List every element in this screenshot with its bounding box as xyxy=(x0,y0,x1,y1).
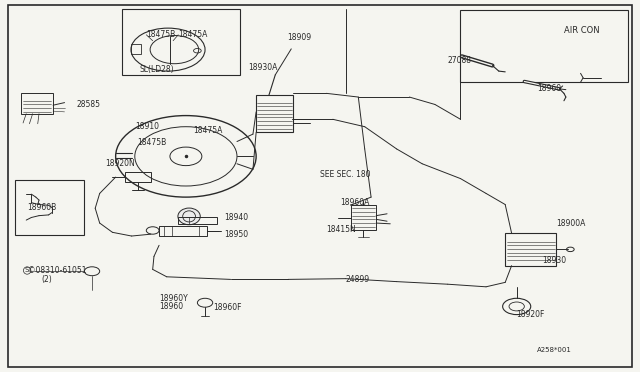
Text: 18960Y: 18960Y xyxy=(159,294,188,303)
Bar xyxy=(178,217,216,224)
Text: 18475B: 18475B xyxy=(147,29,175,39)
Bar xyxy=(15,180,84,235)
Text: (2): (2) xyxy=(41,275,52,284)
Text: 18960: 18960 xyxy=(537,84,561,93)
Text: AIR CON: AIR CON xyxy=(564,26,600,35)
Text: 18475B: 18475B xyxy=(137,138,166,147)
Text: ©08310-61051: ©08310-61051 xyxy=(28,266,86,275)
Ellipse shape xyxy=(178,208,200,225)
Text: 18930: 18930 xyxy=(542,256,566,265)
Text: 18900A: 18900A xyxy=(556,219,586,228)
Text: 18960A: 18960A xyxy=(340,198,370,207)
Bar xyxy=(159,226,207,236)
Text: 18940: 18940 xyxy=(224,213,248,222)
Bar xyxy=(351,205,376,231)
Text: A258*001: A258*001 xyxy=(537,347,572,353)
Text: 18415N: 18415N xyxy=(326,225,356,234)
Text: 18920N: 18920N xyxy=(105,159,134,168)
Text: 28585: 28585 xyxy=(76,100,100,109)
Bar xyxy=(122,9,240,75)
Text: SEE SEC. 180: SEE SEC. 180 xyxy=(320,170,371,179)
Text: 18909: 18909 xyxy=(287,33,311,42)
Bar xyxy=(505,233,556,266)
Text: 18920F: 18920F xyxy=(516,311,545,320)
Text: 18960F: 18960F xyxy=(212,303,241,312)
Bar xyxy=(131,44,141,54)
Text: 18930A: 18930A xyxy=(248,63,278,72)
Text: 18960B: 18960B xyxy=(28,203,57,212)
Text: 18960: 18960 xyxy=(159,302,183,311)
Text: S: S xyxy=(25,267,29,273)
Bar xyxy=(125,172,151,182)
Text: SL(LD28): SL(LD28) xyxy=(140,65,175,74)
Text: 18950: 18950 xyxy=(224,230,248,240)
Text: 18475A: 18475A xyxy=(178,29,207,39)
Bar xyxy=(21,93,53,114)
Bar xyxy=(256,95,293,132)
Text: 24899: 24899 xyxy=(346,275,370,284)
Text: 27088: 27088 xyxy=(448,56,472,65)
Bar xyxy=(461,10,628,82)
Text: 18910: 18910 xyxy=(135,122,159,131)
Text: 18475A: 18475A xyxy=(193,126,223,135)
